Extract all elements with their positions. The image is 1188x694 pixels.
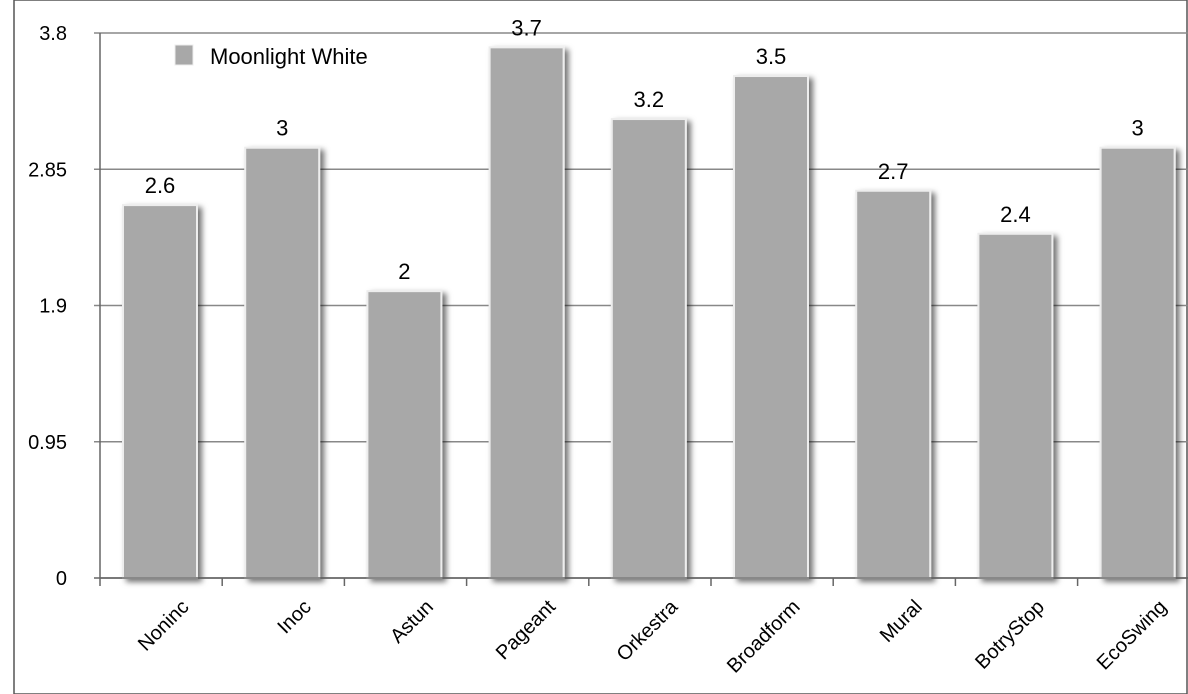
bar-inoc — [244, 146, 321, 579]
y-tick-label: 1.9 — [39, 296, 67, 318]
bar-botrystop — [977, 232, 1054, 580]
bar-broadform — [733, 75, 809, 580]
data-label: 2 — [398, 259, 410, 284]
bar-astun — [366, 290, 443, 579]
y-axis-tick-labels: 0 0.95 1.9 2.85 3.8 — [28, 23, 67, 590]
data-label: 2.7 — [878, 159, 909, 184]
bar-orkestra — [610, 118, 687, 579]
data-labels: 2.6 3 2 3.7 3.2 3.5 2.7 2.4 3 — [145, 15, 1144, 284]
bar-noninc — [122, 204, 198, 580]
data-label: 2.4 — [1000, 202, 1031, 227]
legend: Moonlight White — [174, 44, 368, 69]
bars — [122, 46, 1176, 580]
legend-swatch — [174, 44, 194, 66]
bar-mural — [855, 189, 932, 579]
data-label: 3 — [276, 116, 288, 141]
data-label: 3.2 — [634, 87, 665, 112]
y-tick-label: 0 — [56, 568, 67, 590]
y-tick-label: 3.8 — [39, 23, 67, 45]
legend-label: Moonlight White — [210, 44, 368, 69]
data-label: 2.6 — [145, 173, 176, 198]
y-tick-label: 0.95 — [28, 432, 67, 454]
data-label: 3.7 — [511, 15, 542, 40]
bar-pageant — [488, 46, 565, 580]
x-axis — [99, 577, 1188, 586]
data-label: 3 — [1131, 116, 1143, 141]
y-tick-label: 2.85 — [28, 159, 67, 181]
bar-ecoswing — [1099, 146, 1176, 579]
data-label: 3.5 — [756, 44, 787, 69]
